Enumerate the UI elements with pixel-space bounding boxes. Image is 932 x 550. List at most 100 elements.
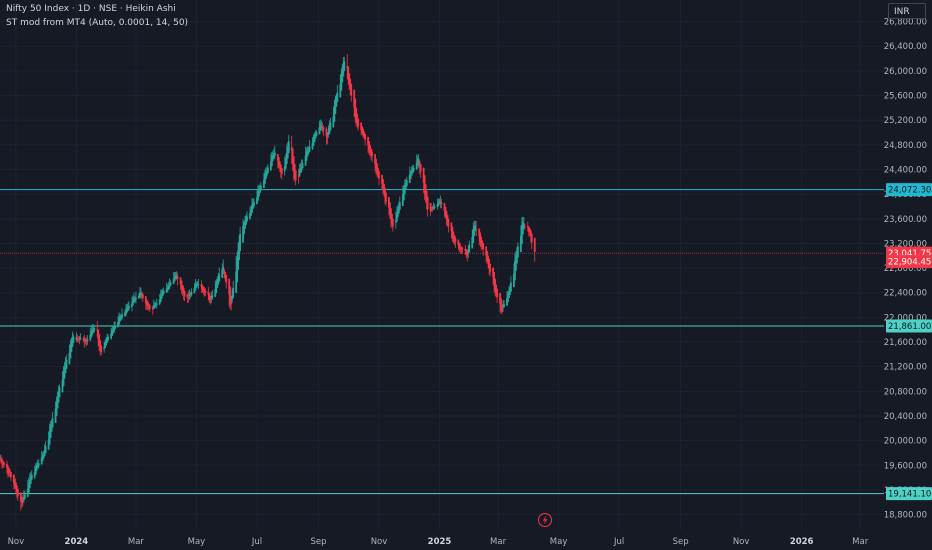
- candle-body: [182, 287, 185, 294]
- candle-body: [500, 298, 502, 311]
- candle-body: [113, 326, 115, 332]
- candle-body: [159, 295, 162, 302]
- candle-body: [297, 175, 300, 177]
- candle-body: [349, 78, 352, 89]
- candle-body: [214, 289, 217, 297]
- candle-body: [242, 226, 244, 243]
- candle-body: [89, 334, 92, 341]
- candle-body: [23, 494, 26, 499]
- candle-body: [207, 291, 210, 295]
- y-tick-label: 24,400.00: [884, 165, 927, 175]
- candle-body: [103, 347, 106, 349]
- time-axis[interactable]: Nov 2024 Mar May Jul Sep Nov 2025 Mar May Jul Sep No…: [8, 537, 869, 547]
- candle-body: [84, 339, 87, 342]
- x-tick-label: Jul: [613, 537, 624, 547]
- candle-body: [348, 73, 351, 84]
- candle-body: [252, 202, 254, 209]
- candle-body: [390, 213, 393, 224]
- candle-body: [307, 149, 310, 154]
- candle-body: [416, 158, 419, 166]
- candle-body: [437, 202, 440, 206]
- candle-body: [69, 344, 72, 359]
- candle-body: [305, 151, 308, 161]
- candle-body: [112, 329, 115, 333]
- indicator-legend[interactable]: ST mod from MT4 (Auto, 0.0001, 14, 50): [6, 18, 189, 28]
- candle-body: [298, 170, 301, 176]
- candle-body: [322, 127, 325, 131]
- candle-body: [168, 283, 171, 288]
- candle-body: [41, 455, 44, 461]
- candle-body: [443, 203, 446, 211]
- candle-body: [521, 222, 524, 235]
- candle-body: [30, 474, 33, 480]
- candle-body: [363, 131, 366, 137]
- candle-body: [454, 238, 457, 243]
- symbol-legend[interactable]: Nifty 50 Index · 1D · NSE · Heikin Ashi: [6, 4, 176, 14]
- candle-body: [417, 160, 420, 163]
- lightning-icon[interactable]: [538, 513, 552, 527]
- candle-body: [502, 306, 504, 308]
- candle-body: [401, 194, 404, 206]
- candle-body: [237, 250, 240, 271]
- candle-body: [336, 92, 339, 103]
- candle-body: [280, 168, 283, 175]
- candle-body: [436, 204, 439, 208]
- candle-body: [82, 338, 85, 340]
- candle-body: [40, 457, 43, 465]
- candle-body: [211, 295, 214, 299]
- candle-body: [21, 500, 24, 501]
- candle-body: [391, 218, 394, 227]
- candle-body: [125, 310, 127, 315]
- candle-body: [197, 284, 200, 285]
- candle-body: [304, 155, 307, 166]
- candle-body: [65, 359, 68, 369]
- candle-body: [152, 304, 155, 309]
- x-tick-label: May: [188, 537, 206, 547]
- candle-body: [308, 146, 311, 152]
- candle-body: [283, 166, 286, 172]
- candle-body: [367, 136, 369, 146]
- candle-body: [446, 214, 449, 223]
- candle-body: [26, 488, 29, 497]
- candle-body: [228, 278, 231, 295]
- candle-body: [381, 174, 383, 184]
- candle-body: [464, 249, 467, 251]
- candle-body: [265, 171, 268, 176]
- candle-body: [141, 294, 144, 298]
- y-tick-label: 19,600.00: [884, 461, 927, 471]
- candle-body: [259, 188, 261, 193]
- candle-body: [533, 237, 536, 252]
- y-tick-label: 26,000.00: [884, 67, 927, 77]
- candle-body: [72, 336, 75, 343]
- candle-body: [273, 152, 276, 156]
- candle-body: [158, 299, 161, 305]
- candle-body: [396, 209, 399, 218]
- candle-body: [292, 156, 295, 172]
- y-tick-label: 24,800.00: [884, 141, 927, 151]
- candle-body: [132, 300, 134, 306]
- candle-body: [278, 161, 281, 168]
- x-tick-label: May: [550, 537, 568, 547]
- candle-body: [481, 240, 484, 247]
- candle-body: [515, 256, 517, 271]
- candle-body: [253, 202, 255, 206]
- candle-body: [118, 318, 120, 325]
- candle-body: [408, 174, 411, 184]
- candle-body: [272, 153, 275, 159]
- currency-selector[interactable]: INR: [888, 3, 926, 19]
- candle-body: [230, 295, 233, 304]
- candle-body: [314, 133, 317, 139]
- candle-body: [127, 306, 129, 311]
- candle-body: [475, 228, 478, 230]
- price-axis[interactable]: 26,800.00 26,400.00 26,000.00 25,600.00 25,2…: [884, 18, 927, 521]
- candle-body: [482, 243, 485, 250]
- candle-body: [75, 337, 78, 340]
- candle-body: [438, 201, 441, 205]
- candle-body: [183, 290, 186, 297]
- candle-body: [519, 235, 522, 253]
- candle-body: [526, 226, 529, 228]
- candle-body: [335, 97, 338, 107]
- candle-body: [341, 70, 344, 83]
- candle-body: [244, 221, 246, 229]
